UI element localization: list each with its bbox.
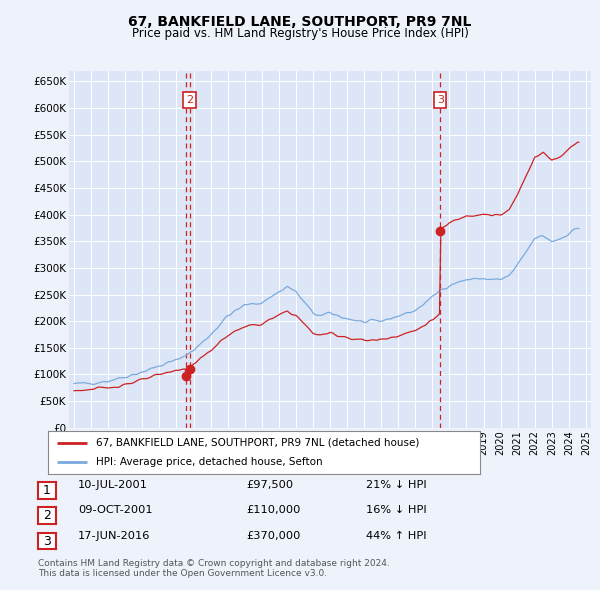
Text: 10-JUL-2001: 10-JUL-2001: [78, 480, 148, 490]
Text: 16% ↓ HPI: 16% ↓ HPI: [366, 506, 427, 515]
Text: 44% ↑ HPI: 44% ↑ HPI: [366, 531, 427, 540]
Text: 67, BANKFIELD LANE, SOUTHPORT, PR9 7NL: 67, BANKFIELD LANE, SOUTHPORT, PR9 7NL: [128, 15, 472, 30]
Text: HPI: Average price, detached house, Sefton: HPI: Average price, detached house, Seft…: [95, 457, 322, 467]
Text: £97,500: £97,500: [246, 480, 293, 490]
Text: Contains HM Land Registry data © Crown copyright and database right 2024.: Contains HM Land Registry data © Crown c…: [38, 559, 389, 568]
Text: 3: 3: [43, 535, 51, 548]
Text: 21% ↓ HPI: 21% ↓ HPI: [366, 480, 427, 490]
Text: Price paid vs. HM Land Registry's House Price Index (HPI): Price paid vs. HM Land Registry's House …: [131, 27, 469, 40]
Text: £110,000: £110,000: [246, 506, 301, 515]
Text: This data is licensed under the Open Government Licence v3.0.: This data is licensed under the Open Gov…: [38, 569, 327, 578]
Text: 67, BANKFIELD LANE, SOUTHPORT, PR9 7NL (detached house): 67, BANKFIELD LANE, SOUTHPORT, PR9 7NL (…: [95, 438, 419, 448]
Text: 09-OCT-2001: 09-OCT-2001: [78, 506, 152, 515]
Text: 1: 1: [43, 484, 51, 497]
Text: 2: 2: [186, 95, 193, 105]
Text: 17-JUN-2016: 17-JUN-2016: [78, 531, 151, 540]
Text: 2: 2: [43, 509, 51, 522]
Text: £370,000: £370,000: [246, 531, 301, 540]
Text: 3: 3: [437, 95, 444, 105]
